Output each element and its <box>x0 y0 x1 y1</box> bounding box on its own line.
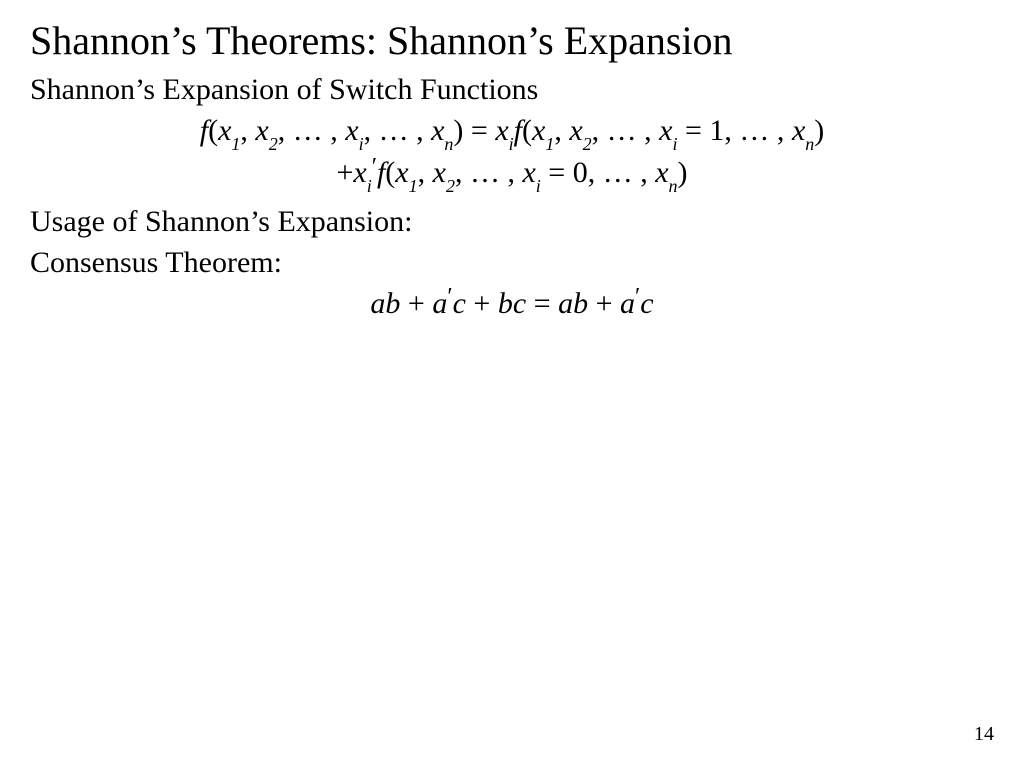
equation-row-2: +xi′f(x1, x2, … , xi = 0, … , xn) <box>30 153 994 195</box>
math-x: x <box>353 156 366 189</box>
math-sep: , … , <box>455 156 523 189</box>
equation-shannon-expansion: f(x1, x2, … , xi, … , xn) = xif(x1, x2, … <box>30 111 994 196</box>
slide: Shannon’s Theorems: Shannon’s Expansion … <box>0 0 1024 768</box>
slide-title: Shannon’s Theorems: Shannon’s Expansion <box>30 18 994 64</box>
subtitle-consensus: Consensus Theorem: <box>30 243 994 282</box>
math-eq1: = 1, … , <box>678 114 792 147</box>
math-equals: = <box>526 287 558 320</box>
math-rparen: ) <box>814 114 824 147</box>
math-x: x <box>659 114 672 147</box>
math-rparen: ) <box>453 114 463 147</box>
math-plus: + <box>466 287 498 320</box>
math-f: f <box>200 114 208 147</box>
math-sub: 1 <box>545 134 554 154</box>
math-c: c <box>513 287 526 320</box>
math-prime: ′ <box>372 154 377 180</box>
math-sep: , … , <box>592 114 660 147</box>
math-plus: + <box>336 156 353 189</box>
math-a: a <box>558 287 573 320</box>
math-c: c <box>640 287 653 320</box>
subtitle-expansion: Shannon’s Expansion of Switch Functions <box>30 70 994 109</box>
math-prime: ′ <box>635 284 640 310</box>
math-sep: , … , <box>278 114 346 147</box>
math-x: x <box>433 156 446 189</box>
math-plus: + <box>588 287 620 320</box>
math-sub: n <box>805 134 814 154</box>
math-sep: , … , <box>364 114 432 147</box>
math-x: x <box>792 114 805 147</box>
math-x: x <box>345 114 358 147</box>
math-sub: i <box>509 134 514 154</box>
math-x: x <box>395 156 408 189</box>
math-sub: 1 <box>231 134 240 154</box>
subtitle-usage: Usage of Shannon’s Expansion: <box>30 202 994 241</box>
math-a: a <box>432 287 447 320</box>
math-x: x <box>255 114 268 147</box>
math-x: x <box>218 114 231 147</box>
math-c: c <box>453 287 466 320</box>
page-number: 14 <box>974 723 994 746</box>
math-sub: 1 <box>409 176 418 196</box>
math-rparen: ) <box>678 156 688 189</box>
math-a: a <box>370 287 385 320</box>
math-sub: 2 <box>583 134 592 154</box>
math-x: x <box>532 114 545 147</box>
math-x: x <box>495 114 508 147</box>
math-a: a <box>620 287 635 320</box>
math-sep: , <box>418 156 433 189</box>
math-lparen: ( <box>522 114 532 147</box>
math-x: x <box>569 114 582 147</box>
math-sub: i <box>536 176 541 196</box>
math-b: b <box>498 287 513 320</box>
math-plus: + <box>400 287 432 320</box>
equation-row-1: f(x1, x2, … , xi, … , xn) = xif(x1, x2, … <box>30 111 994 153</box>
math-sep: , <box>240 114 255 147</box>
math-equals: = <box>463 114 495 147</box>
math-f: f <box>514 114 522 147</box>
math-b: b <box>573 287 588 320</box>
math-x: x <box>431 114 444 147</box>
math-x: x <box>522 156 535 189</box>
math-sep: , <box>554 114 569 147</box>
math-sub: i <box>367 176 372 196</box>
math-sub: i <box>359 134 364 154</box>
math-sub: n <box>669 176 678 196</box>
math-lparen: ( <box>385 156 395 189</box>
math-lparen: ( <box>208 114 218 147</box>
math-eq0: = 0, … , <box>541 156 655 189</box>
math-x: x <box>655 156 668 189</box>
math-b: b <box>385 287 400 320</box>
math-sub: n <box>444 134 453 154</box>
math-sub: 2 <box>269 134 278 154</box>
math-prime: ′ <box>447 284 452 310</box>
math-sub: 2 <box>446 176 455 196</box>
math-sub: i <box>673 134 678 154</box>
equation-consensus-theorem: ab + a′c + bc = ab + a′c <box>30 284 994 325</box>
